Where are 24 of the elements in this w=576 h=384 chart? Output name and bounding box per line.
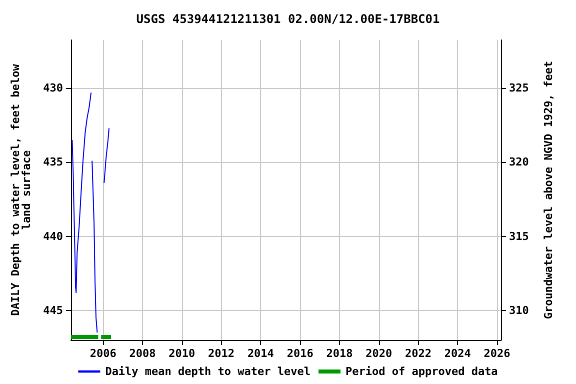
- y-tick-label: 440: [43, 230, 63, 243]
- y2-tick-label: 310: [509, 304, 529, 317]
- y-tick-label: 435: [43, 156, 63, 169]
- x-tick-label: 2010: [168, 347, 196, 360]
- x-tick-label: 2026: [484, 347, 511, 360]
- x-tick-label: 2018: [326, 347, 353, 360]
- x-tick-label: 2020: [366, 347, 392, 360]
- y-tick-label: 430: [43, 82, 63, 95]
- x-tick-label: 2014: [247, 347, 274, 360]
- legend-label: Period of approved data: [345, 365, 498, 378]
- y2-tick-label: 320: [509, 156, 529, 169]
- x-tick-label: 2016: [286, 347, 314, 360]
- y2-tick-label: 315: [509, 230, 529, 243]
- x-tick-label: 2022: [405, 347, 432, 360]
- y2-axis-title: Groundwater level above NGVD 1929, feet: [542, 60, 555, 320]
- y2-tick-label: 325: [509, 82, 529, 95]
- legend-label: Daily mean depth to water level: [105, 365, 311, 378]
- y-tick-label: 445: [43, 304, 63, 317]
- x-tick-label: 2008: [129, 347, 156, 360]
- x-tick-label: 2024: [444, 347, 472, 360]
- x-tick-label: 2012: [208, 347, 235, 360]
- x-tick-label: 2006: [90, 347, 117, 360]
- chart-title: USGS 453944121211301 02.00N/12.00E-17BBC01: [136, 12, 440, 26]
- y-axis-title: DAILY Depth to water level, feet below land surface: [9, 64, 34, 316]
